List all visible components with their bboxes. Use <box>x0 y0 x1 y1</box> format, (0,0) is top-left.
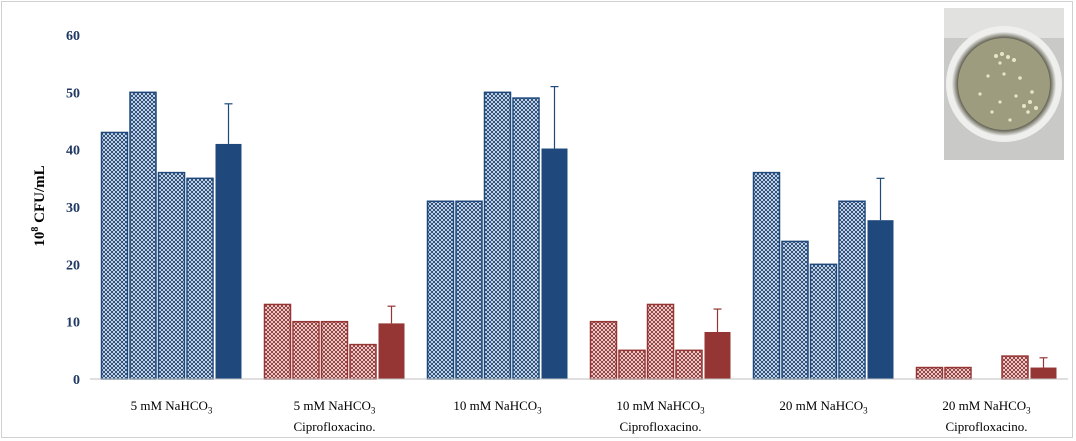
replicate-bar <box>512 97 540 380</box>
replicate-bar <box>589 320 618 380</box>
replicate-bar <box>426 200 455 380</box>
x-category-label: 20 mM NaHCO3 <box>779 398 868 416</box>
replicate-bar <box>349 343 377 380</box>
y-tick-label: 60 <box>66 29 80 44</box>
replicate-bar <box>915 366 944 380</box>
replicate-bar <box>944 366 972 380</box>
replicate-bar <box>292 320 320 380</box>
replicate-bar <box>157 171 186 380</box>
x-category-label: 20 mM NaHCO3 Ciprofloxacino. <box>942 398 1031 434</box>
replicate-bar <box>186 177 214 380</box>
replicate-bar <box>1001 355 1029 380</box>
x-category-label: 10 mM NaHCO3 <box>453 398 542 416</box>
bars-layer <box>100 91 1057 380</box>
replicate-bar <box>646 303 675 380</box>
replicate-bar <box>263 303 292 380</box>
replicate-bar <box>100 131 129 380</box>
replicate-bar <box>320 320 349 380</box>
replicate-bar <box>781 240 809 380</box>
y-tick-label: 0 <box>73 373 80 388</box>
y-tick-label: 50 <box>66 86 80 101</box>
x-category-label: 5 mM NaHCO3 <box>130 398 213 416</box>
x-category-label: 5 mM NaHCO3 Ciprofloxacino. <box>293 398 376 434</box>
y-axis-label: 108 CFU/mL <box>30 165 48 246</box>
replicate-bar <box>838 200 866 380</box>
y-tick-label: 10 <box>66 316 80 331</box>
y-tick-label: 40 <box>66 144 80 159</box>
mean-bar <box>867 220 894 379</box>
petri-dish-photo-icon <box>944 8 1064 160</box>
error-bars-layer <box>224 85 1048 368</box>
replicate-bar <box>752 171 781 380</box>
mean-bar <box>215 143 242 379</box>
mean-bar <box>541 148 568 379</box>
y-axis-ticks: 0 10 20 30 40 50 60 <box>66 29 80 388</box>
replicate-bar <box>129 91 157 380</box>
x-category-label: 10 mM NaHCO3 Ciprofloxacino. <box>616 398 705 434</box>
replicate-bar <box>483 91 512 380</box>
y-tick-label: 20 <box>66 258 80 273</box>
mean-bar <box>704 331 731 379</box>
y-tick-label: 30 <box>66 201 80 216</box>
replicate-bar <box>809 263 838 380</box>
replicate-bar <box>618 349 646 380</box>
replicate-bar <box>455 200 483 380</box>
replicate-bar <box>675 349 703 380</box>
mean-bar <box>1030 367 1057 379</box>
mean-bar <box>378 323 405 379</box>
